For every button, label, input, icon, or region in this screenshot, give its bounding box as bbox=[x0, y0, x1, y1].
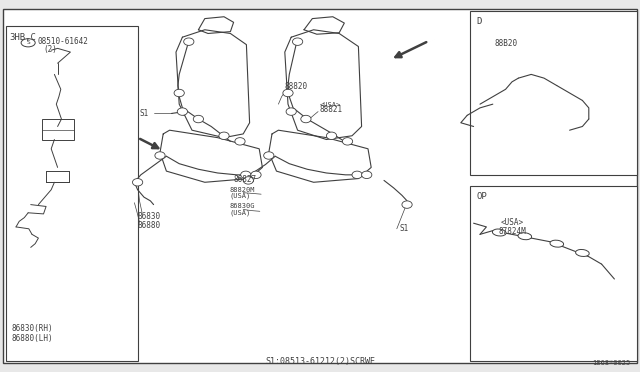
Ellipse shape bbox=[286, 108, 296, 115]
Text: 86827: 86827 bbox=[234, 175, 257, 184]
Ellipse shape bbox=[301, 115, 311, 123]
Text: S1: S1 bbox=[400, 224, 409, 233]
Ellipse shape bbox=[264, 152, 274, 159]
Bar bbox=[42, 119, 74, 140]
Ellipse shape bbox=[184, 38, 194, 45]
Ellipse shape bbox=[177, 108, 188, 115]
Text: 88820M: 88820M bbox=[229, 187, 255, 193]
Text: (USA): (USA) bbox=[229, 209, 250, 216]
Text: 1868*0025: 1868*0025 bbox=[592, 360, 630, 366]
Ellipse shape bbox=[243, 177, 253, 184]
Text: D: D bbox=[477, 17, 482, 26]
Ellipse shape bbox=[193, 115, 204, 123]
Text: OP: OP bbox=[477, 192, 488, 201]
Ellipse shape bbox=[518, 233, 532, 240]
Bar bbox=[6, 26, 138, 361]
Ellipse shape bbox=[326, 132, 337, 140]
Text: <USA>: <USA> bbox=[500, 218, 524, 227]
Ellipse shape bbox=[492, 229, 506, 236]
Text: 87824M: 87824M bbox=[498, 227, 526, 236]
Text: (USA): (USA) bbox=[229, 192, 250, 199]
Text: S1:08513-61212(2)SCRWE: S1:08513-61212(2)SCRWE bbox=[265, 357, 375, 366]
Ellipse shape bbox=[241, 171, 251, 179]
Text: 86830G: 86830G bbox=[229, 203, 255, 209]
Ellipse shape bbox=[174, 89, 184, 97]
Ellipse shape bbox=[283, 89, 293, 97]
Text: 86830: 86830 bbox=[138, 212, 161, 221]
Text: 08510-61642: 08510-61642 bbox=[37, 37, 88, 46]
Text: 88B20: 88B20 bbox=[494, 39, 517, 48]
Text: 86830(RH): 86830(RH) bbox=[12, 324, 53, 333]
Ellipse shape bbox=[155, 152, 165, 159]
Ellipse shape bbox=[402, 201, 412, 208]
Text: 86880(LH): 86880(LH) bbox=[12, 334, 53, 343]
Ellipse shape bbox=[575, 250, 589, 256]
Text: 88820: 88820 bbox=[285, 82, 308, 91]
Ellipse shape bbox=[292, 38, 303, 45]
Text: 88821: 88821 bbox=[320, 105, 343, 114]
Text: S: S bbox=[26, 40, 30, 45]
Text: 3HB,C: 3HB,C bbox=[10, 33, 36, 42]
Text: S1: S1 bbox=[140, 109, 148, 118]
Ellipse shape bbox=[550, 240, 564, 247]
Ellipse shape bbox=[132, 179, 143, 186]
Ellipse shape bbox=[342, 138, 353, 145]
Text: (2): (2) bbox=[44, 45, 58, 54]
Ellipse shape bbox=[235, 138, 245, 145]
Text: 86880: 86880 bbox=[138, 221, 161, 230]
Ellipse shape bbox=[362, 171, 372, 179]
Bar bbox=[470, 11, 637, 175]
Text: <USA>: <USA> bbox=[320, 102, 341, 108]
Ellipse shape bbox=[251, 171, 261, 179]
Bar bbox=[470, 186, 637, 361]
Ellipse shape bbox=[352, 171, 362, 179]
Ellipse shape bbox=[219, 132, 229, 140]
